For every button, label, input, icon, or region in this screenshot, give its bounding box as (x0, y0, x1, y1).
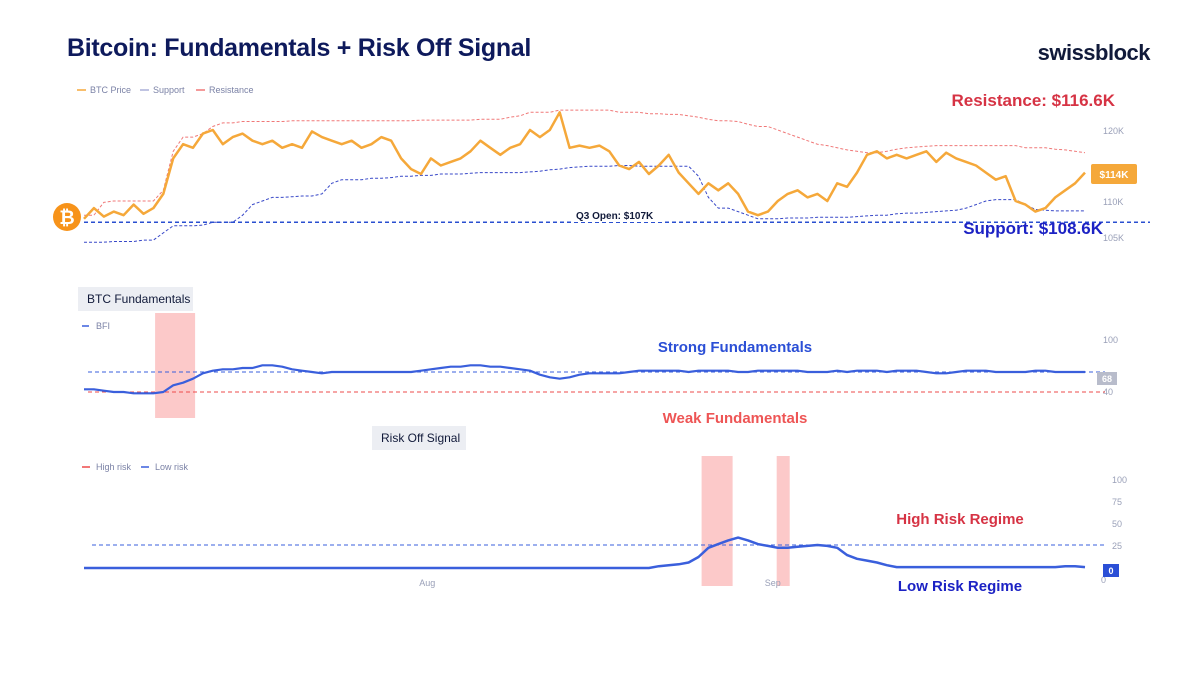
bitcoin-icon: ₿ (53, 203, 81, 231)
price-legend: BTC Price Support Resistance (77, 85, 254, 95)
bfi-tick-100: 100 (1103, 335, 1118, 345)
risk-tick-25: 25 (1112, 541, 1122, 551)
svg-text:₿: ₿ (59, 208, 74, 229)
price-badge: $114K (1100, 170, 1130, 181)
bfi-weak-highlight (155, 313, 196, 418)
x-tick-sep: Sep (765, 578, 781, 588)
strong-fundamentals-annotation: Strong Fundamentals (658, 339, 812, 356)
price-tick-105k: 105K (1103, 233, 1124, 243)
bfi-badge: 68 (1102, 374, 1112, 384)
risk-badge-bg (1103, 564, 1119, 577)
risk-badge: 0 (1108, 566, 1113, 576)
fundamentals-label: BTC Fundamentals (87, 292, 190, 306)
legend-resistance-label: Resistance (209, 85, 254, 95)
risk-panel: Risk Off Signal High risk Low risk 100 7… (82, 426, 1127, 595)
legend-support-label: Support (153, 85, 185, 95)
risk-tick-100: 100 (1112, 475, 1127, 485)
btc-price-series (83, 111, 1086, 220)
risk-tick-0: 0 (1101, 575, 1106, 585)
low-risk-annotation: Low Risk Regime (898, 578, 1022, 595)
legend-bfi-label: BFI (96, 321, 110, 331)
price-tick-110k: 110K (1103, 197, 1123, 207)
fundamentals-panel: BTC Fundamentals BFI 100 40 68 Strong Fu… (78, 287, 1118, 427)
risk-legend: High risk Low risk (82, 462, 189, 472)
resistance-series (84, 109, 1086, 216)
risk-label: Risk Off Signal (381, 431, 460, 445)
support-annotation: Support: $108.6K (963, 219, 1104, 238)
weak-fundamentals-annotation: Weak Fundamentals (663, 410, 808, 427)
brand-logo: swissblock (1037, 40, 1151, 65)
risk-label-bg (372, 426, 466, 450)
resistance-annotation: Resistance: $116.6K (952, 91, 1116, 110)
legend-high-risk-label: High risk (96, 462, 132, 472)
bfi-tick-40: 40 (1103, 387, 1113, 397)
legend-low-risk-label: Low risk (155, 462, 189, 472)
fundamentals-label-bg (78, 287, 193, 311)
risk-series (84, 536, 1086, 570)
q3-open-label: Q3 Open: $107K (576, 211, 654, 222)
bfi-series (84, 364, 1085, 395)
risk-tick-50: 50 (1112, 519, 1122, 529)
page-title: Bitcoin: Fundamentals + Risk Off Signal (67, 34, 532, 62)
legend-btc-label: BTC Price (90, 85, 131, 95)
q3-open-label-bg (574, 207, 662, 222)
price-panel: BTC Price Support Resistance 120K 110K 1… (53, 85, 1150, 243)
x-tick-aug: Aug (419, 578, 435, 588)
support-series (84, 165, 1085, 243)
high-risk-annotation: High Risk Regime (896, 511, 1024, 528)
price-badge-bg (1091, 164, 1137, 184)
bfi-badge-bg (1097, 372, 1117, 385)
risk-high-highlights (701, 456, 790, 586)
risk-tick-75: 75 (1112, 497, 1122, 507)
price-tick-120k: 120K (1103, 126, 1124, 136)
risk-high-band-0 (701, 456, 733, 586)
risk-high-band-1 (776, 456, 790, 586)
